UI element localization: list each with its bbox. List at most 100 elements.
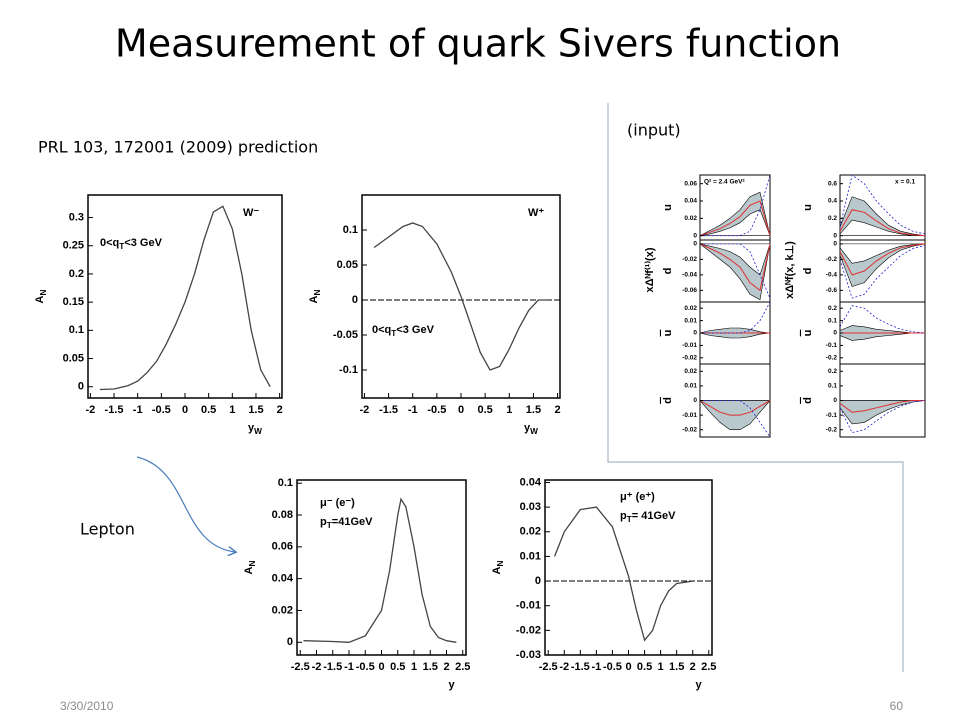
flavor-label: d: [662, 268, 674, 275]
data-line: [373, 222, 548, 371]
y-tick-label: 0.1: [343, 224, 358, 236]
y-tick-label: -0.1: [339, 364, 358, 376]
y-axis-label-part: A: [491, 566, 503, 574]
panel-y-tick-label: 0.02: [684, 215, 697, 222]
panel-annotation: x = 0.1: [895, 179, 915, 186]
annotation-part: W⁺: [528, 207, 544, 219]
positivity-bound: [700, 243, 771, 299]
annotation: μ⁺ (e⁺): [620, 491, 655, 503]
x-tick-label: -1.5: [571, 661, 590, 673]
central-curve: [699, 400, 771, 416]
central-curve: [839, 209, 926, 237]
y-axis-label: AN: [491, 561, 505, 575]
central-curve: [699, 200, 771, 237]
panel-y-tick-label: 0.2: [828, 215, 837, 222]
x-tick-label: -0.5: [427, 404, 446, 416]
x-tick-label: 2: [690, 661, 696, 673]
panel-y-tick-label: 0.2: [828, 305, 837, 312]
y-tick-label: 0.04: [520, 476, 542, 488]
annotation: μ⁻ (e⁻): [320, 497, 355, 509]
y-axis-label-part: A: [34, 295, 46, 303]
flavor-label: u: [662, 204, 674, 211]
x-tick-label: 1.5: [423, 661, 438, 673]
y-axis-label-part: A: [308, 295, 320, 303]
panel-y-tick-label: 0.2: [828, 368, 837, 375]
y-tick-label: -0.01: [516, 600, 541, 612]
annotation: 0<qT<3 GeV: [100, 237, 163, 251]
panel-y-tick-label: -0.01: [682, 342, 697, 349]
panel-y-tick-label: 0.06: [684, 180, 697, 187]
panel-y-tick-label: 0.02: [684, 305, 697, 312]
arrow: [136, 456, 235, 552]
x-tick-label: -1.5: [105, 404, 124, 416]
y-axis-label-part: A: [243, 566, 255, 574]
annotation: W⁺: [528, 207, 544, 219]
panel-y-tick-label: 0.01: [684, 317, 697, 324]
panel-y-tick-label: -0.06: [682, 287, 697, 294]
x-axis-label-part: W: [254, 427, 262, 436]
panel-y-tick-label: 0.1: [828, 383, 837, 390]
x-tick-label: -0.5: [356, 661, 375, 673]
y-tick-label: 0.04: [272, 573, 294, 585]
panel-y-label: xΔᴺf⁽¹⁾(x): [644, 247, 656, 292]
data-line: [303, 497, 457, 643]
data-line: [553, 506, 693, 642]
panel-y-label: xΔᴺf(x, k⊥): [784, 241, 796, 299]
y-axis-label-part: N: [496, 561, 505, 567]
annotation: 0<qT<3 GeV: [372, 324, 435, 338]
x-tick-label: 0: [458, 404, 464, 416]
annotation-part: μ⁺ (e⁺): [620, 491, 655, 503]
x-tick-label: -1.5: [379, 404, 398, 416]
panel-y-tick-label: -0.02: [682, 355, 697, 362]
panel-y-tick-label: -0.1: [826, 342, 838, 349]
central-curve: [839, 243, 926, 276]
panel-y-tick-label: -0.4: [826, 272, 838, 279]
y-tick-label: 0.08: [272, 509, 293, 521]
x-axis-label: yW: [524, 422, 538, 436]
panel-y-tick-label: 0.04: [684, 198, 697, 205]
annotation: pT=41GeV: [320, 516, 373, 530]
annotation-part: 0<q: [372, 324, 391, 336]
y-axis-label: AN: [308, 290, 322, 304]
annotation-part: T: [327, 521, 332, 530]
panel-y-tick-label: -0.2: [826, 355, 838, 362]
x-tick-label: 1: [229, 404, 235, 416]
x-axis-label: y: [448, 679, 455, 691]
annotation: pT= 41GeV: [620, 510, 676, 524]
annotation-part: =41GeV: [332, 516, 373, 528]
y-tick-label: 0.06: [272, 541, 293, 553]
x-tick-label: -2.5: [291, 661, 310, 673]
panel-y-tick-label: 0: [693, 397, 697, 404]
x-tick-label: 1: [658, 661, 664, 673]
panel-y-tick-label: 0.4: [828, 198, 837, 205]
panel-y-tick-label: -0.02: [682, 256, 697, 263]
x-tick-label: -0.5: [603, 661, 622, 673]
y-tick-label: -0.03: [516, 649, 541, 661]
x-tick-label: 0: [625, 661, 631, 673]
x-tick-label: 1: [506, 404, 512, 416]
x-tick-label: -2: [559, 661, 569, 673]
panel-y-tick-label: -0.2: [826, 256, 838, 263]
input-label: (input): [627, 121, 681, 140]
annotation-part: <3 GeV: [396, 324, 434, 336]
y-tick-label: 0.05: [337, 259, 358, 271]
x-tick-label: 0.5: [390, 661, 405, 673]
uncertainty-band: [839, 196, 926, 236]
y-tick-label: -0.02: [516, 624, 541, 636]
panel-y-tick-label: -0.6: [826, 287, 838, 294]
y-axis-label-part: N: [248, 561, 257, 567]
y-axis-label-part: N: [39, 290, 48, 296]
subtitle: PRL 103, 172001 (2009) prediction: [38, 138, 318, 157]
x-axis-label-part: y: [695, 679, 702, 691]
x-tick-label: 0: [182, 404, 188, 416]
x-tick-label: -2: [360, 404, 370, 416]
annotation: W⁻: [243, 207, 259, 219]
flavor-label: d: [802, 268, 814, 275]
annotation-part: p: [320, 516, 327, 528]
y-tick-label: 0.02: [520, 526, 541, 538]
y-tick-label: 0: [352, 294, 358, 306]
x-tick-label: -2: [85, 404, 95, 416]
x-tick-label: -1.5: [323, 661, 342, 673]
y-tick-label: 0: [287, 636, 293, 648]
